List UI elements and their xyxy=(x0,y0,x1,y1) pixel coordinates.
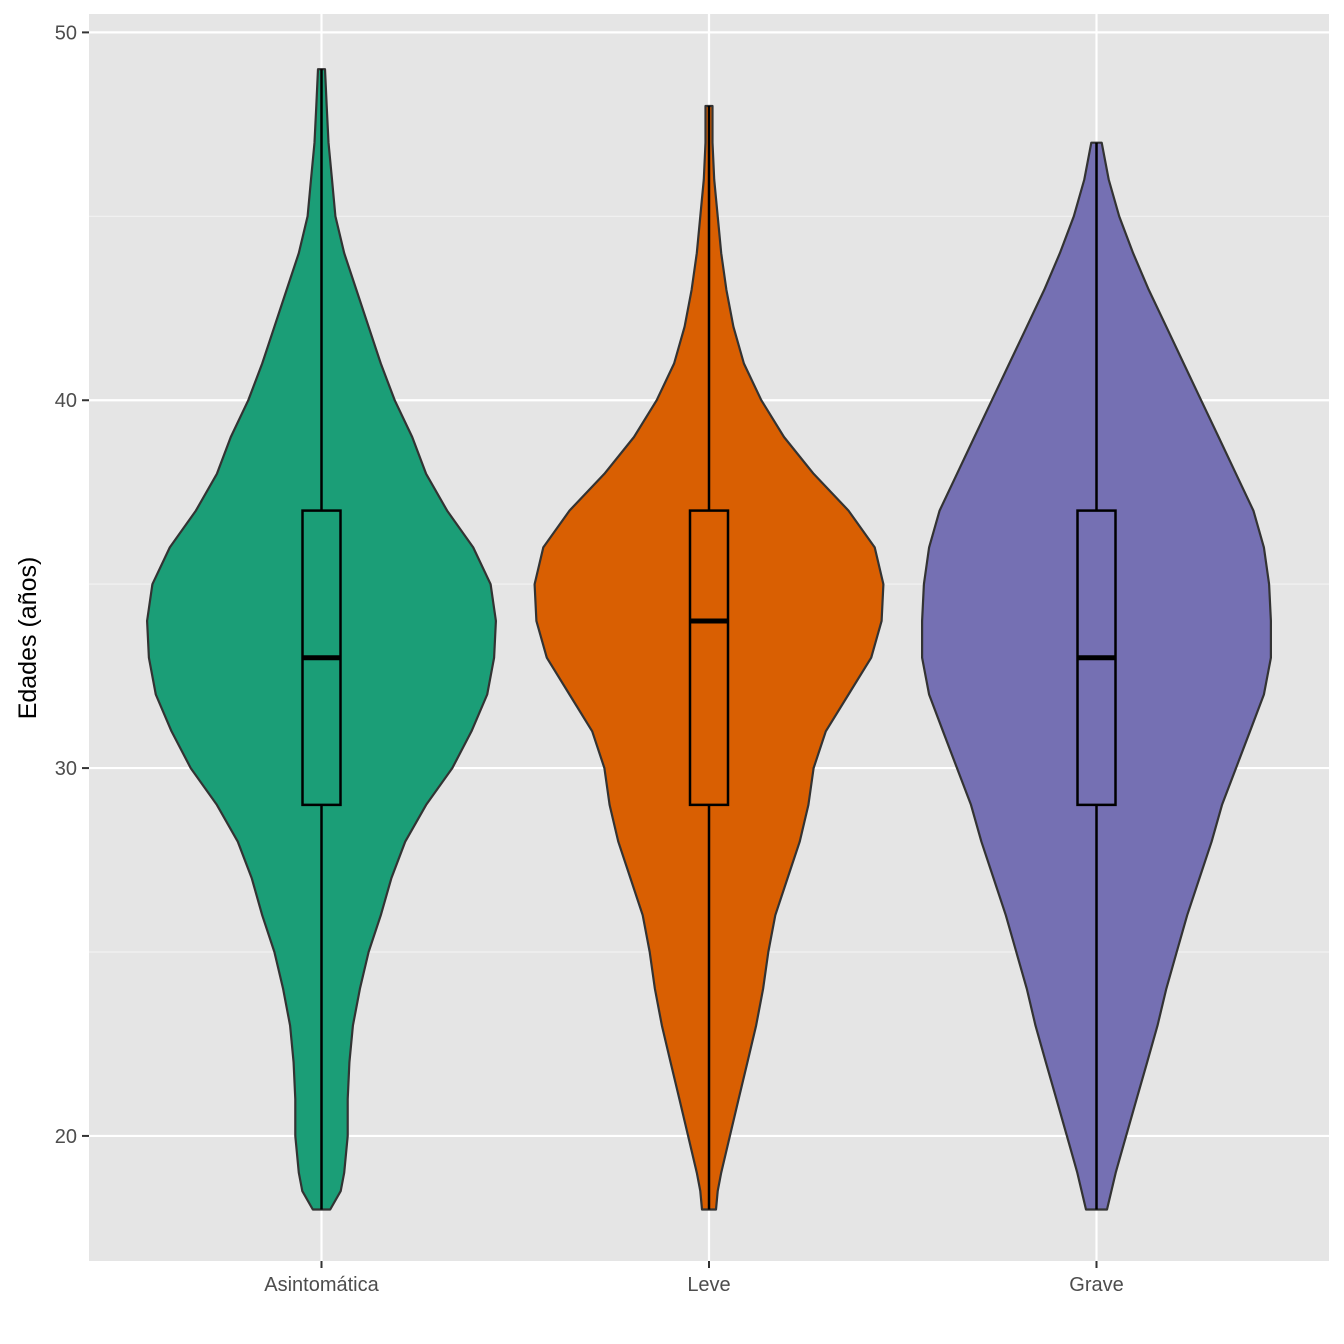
y-tick-label: 20 xyxy=(55,1126,77,1148)
y-tick-label: 40 xyxy=(55,390,77,412)
box-iqr xyxy=(688,509,730,807)
y-axis-title: Edades (años) xyxy=(14,557,42,720)
y-tick-label: 30 xyxy=(55,758,77,780)
x-tick-label: Asintomática xyxy=(264,1274,379,1296)
x-axis: Asintomática Leve Grave xyxy=(264,1261,1124,1296)
x-tick-label: Leve xyxy=(687,1274,730,1296)
y-axis: 20 30 40 50 xyxy=(55,22,89,1148)
x-tick-label: Grave xyxy=(1069,1274,1123,1296)
boxplot-layer xyxy=(301,69,1117,1210)
y-tick-label: 50 xyxy=(55,22,77,44)
